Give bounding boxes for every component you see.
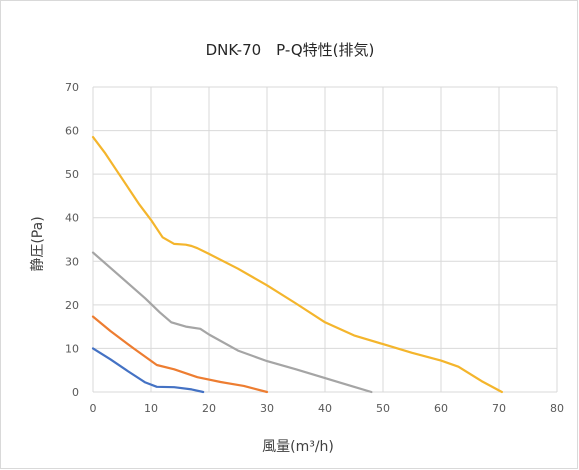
chart-title: DNK-70 P-Q特性(排気): [206, 41, 375, 59]
x-tick-label: 70: [492, 402, 506, 415]
grid: [92, 86, 558, 393]
x-tick-label: 50: [376, 402, 390, 415]
x-tick-label: 30: [260, 402, 274, 415]
y-tick-label: 70: [65, 81, 79, 94]
x-tick-label: 60: [434, 402, 448, 415]
x-tick-labels: 0 10 20 30 40 50 60 70 80: [90, 402, 565, 415]
y-tick-labels: 0 10 20 30 40 50 60 70: [65, 81, 79, 399]
y-tick-label: 20: [65, 299, 79, 312]
y-tick-label: 0: [72, 386, 79, 399]
y-tick-label: 40: [65, 212, 79, 225]
series-line-4: [91, 136, 503, 394]
series-line-1: [91, 347, 205, 394]
series-line-2: [91, 315, 269, 394]
x-tick-label: 40: [318, 402, 332, 415]
series-line-3: [91, 251, 373, 394]
x-tick-label: 80: [550, 402, 564, 415]
y-tick-label: 60: [65, 125, 79, 138]
x-tick-label: 0: [90, 402, 97, 415]
series-lines: [91, 136, 503, 394]
y-tick-label: 50: [65, 168, 79, 181]
y-axis-label: 静圧(Pa): [30, 216, 46, 271]
x-tick-label: 20: [202, 402, 216, 415]
x-tick-label: 10: [144, 402, 158, 415]
x-axis-label: 風量(m³/h): [262, 439, 334, 455]
y-tick-label: 10: [65, 342, 79, 355]
y-tick-label: 30: [65, 255, 79, 268]
